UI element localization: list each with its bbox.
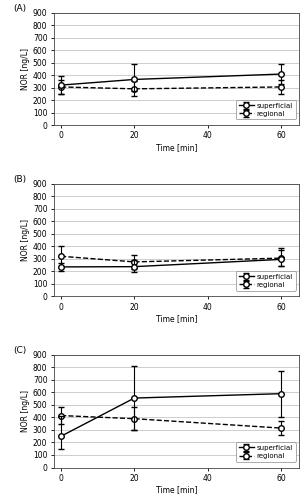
Y-axis label: NOR [ng/L]: NOR [ng/L]	[21, 48, 30, 90]
Legend: superficial, regional: superficial, regional	[236, 442, 296, 462]
X-axis label: Time [min]: Time [min]	[156, 143, 197, 152]
Y-axis label: NOR [ng/L]: NOR [ng/L]	[21, 219, 30, 261]
X-axis label: Time [min]: Time [min]	[156, 314, 197, 324]
Text: (C): (C)	[13, 346, 26, 355]
Text: (B): (B)	[13, 174, 26, 184]
Y-axis label: NOR [ng/L]: NOR [ng/L]	[21, 390, 30, 432]
Legend: superficial, regional: superficial, regional	[236, 100, 296, 119]
X-axis label: Time [min]: Time [min]	[156, 486, 197, 494]
Legend: superficial, regional: superficial, regional	[236, 271, 296, 290]
Text: (A): (A)	[13, 4, 26, 13]
